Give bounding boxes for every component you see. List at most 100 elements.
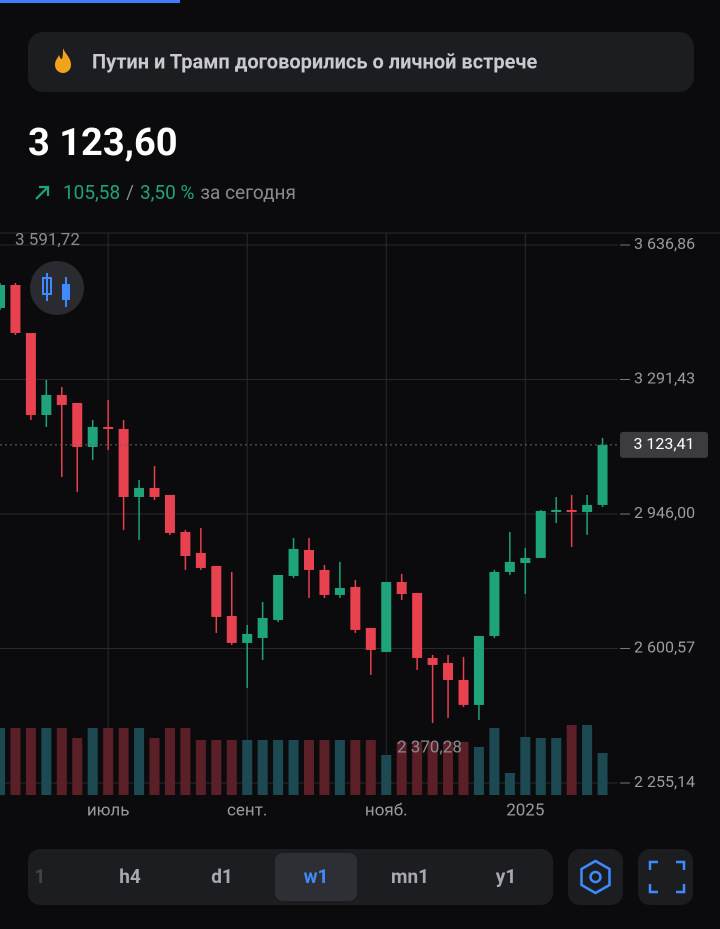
candle-body [520,557,531,563]
volume-bar [443,742,454,795]
x-tick-label: нояб. [365,800,408,820]
fullscreen-icon [648,860,686,894]
icon [62,284,70,300]
timeframe-button[interactable]: y1 [496,865,516,888]
timeframe-button[interactable]: h4 [119,865,141,888]
volume-bar [118,728,129,795]
candle-body [597,444,608,505]
button-bg[interactable] [638,849,693,905]
candle-body [242,633,253,643]
candle-body [504,561,515,572]
y-tick-label: 3 291,43 [634,369,695,388]
candle-body [56,394,67,405]
timeframe-button[interactable]: 1 [35,865,46,888]
volume-bar [87,728,98,795]
candle-body [473,635,484,705]
candle-body [10,285,21,333]
candle-body [273,574,284,620]
timeframe-button[interactable]: d1 [211,865,233,888]
candle-body [551,509,562,512]
volume-bar [412,742,423,795]
volume-bar [149,738,160,795]
volume-bar [566,725,577,795]
volume-bar [319,740,330,795]
volume-bar [535,738,546,795]
candle-body [25,332,36,415]
x-tick-label: июль [87,800,130,820]
candle-body [195,552,206,568]
fullscreen-button[interactable] [638,849,693,905]
volume-bar [0,728,5,795]
candle-body [134,487,145,497]
news-text[interactable]: Путин и Трамп договорились о личной встр… [92,49,537,73]
candle-body [535,510,546,558]
candle-body [365,627,376,650]
candle-body [458,679,469,705]
news-pill[interactable] [28,32,694,92]
candle-body [0,285,5,308]
volume-bar [195,740,206,795]
up-arrow [35,185,50,200]
volume-bar [520,737,531,795]
separator: / [126,181,134,204]
candle-body [412,592,423,658]
last-price-label: 3 123,41 [633,434,694,453]
y-tick-label: 3 636,86 [634,234,695,253]
volume-bar [427,742,438,795]
candle-body [211,565,222,617]
volume-bar [396,742,407,795]
candle-body [334,587,345,595]
y-tick-label: 2 600,57 [634,638,695,657]
chart-type-button[interactable] [30,261,84,315]
volume-bar [134,728,145,795]
volume-bar [288,740,299,795]
x-tick-label: 2025 [506,800,544,820]
candle-body [582,504,593,512]
volume-bar [164,728,175,795]
hex-icon [589,870,602,884]
volume-bar [273,740,284,795]
candle-body [257,617,268,638]
volume-bar [473,747,484,795]
hex-icon [580,859,611,895]
plot: 3 636,86 3 291,43 2 946,00 2 600,57 2 255,14… [0,230,708,820]
volume-bar [350,740,361,795]
volume-bar [180,728,191,795]
icon [42,277,52,295]
volume-bar [334,740,345,795]
change-line: 105,58 / 3,50 % за сегодня [63,181,296,204]
chart-type-bg[interactable] [30,261,84,315]
candle-body [41,394,52,415]
candle-body [87,426,98,447]
timeframe-selected[interactable] [275,853,357,901]
fire-icon [55,48,71,73]
x-tick-label: сент. [227,800,267,820]
volume-bar [365,740,376,795]
volume-bar [257,740,268,795]
timeframe-button[interactable]: mn1 [391,865,429,888]
last-price-box [620,431,708,458]
volume-bar [25,728,36,795]
volume-bar [72,738,83,795]
timeframe-button[interactable]: w1 [304,865,329,888]
y-tick-label: 2 255,14 [634,772,695,791]
extreme-label: 3 591,72 [15,230,80,250]
volume-bar [381,755,392,795]
candle-body [566,509,577,512]
volume-bar [226,740,237,795]
volume-bar [551,738,562,795]
volume-bar [10,728,21,795]
candle-body [443,662,454,680]
volume-bar [597,753,608,795]
volume-bar [211,740,222,795]
candle-body [396,581,407,594]
button-bg[interactable] [568,849,623,905]
volume-bar [489,728,500,795]
volume-bar [504,773,515,795]
news-banner[interactable]: Путин и Трамп договорились о личной встр… [28,32,694,92]
settings-button[interactable] [568,849,623,905]
volume-bar [582,725,593,795]
candle-body [103,426,114,429]
